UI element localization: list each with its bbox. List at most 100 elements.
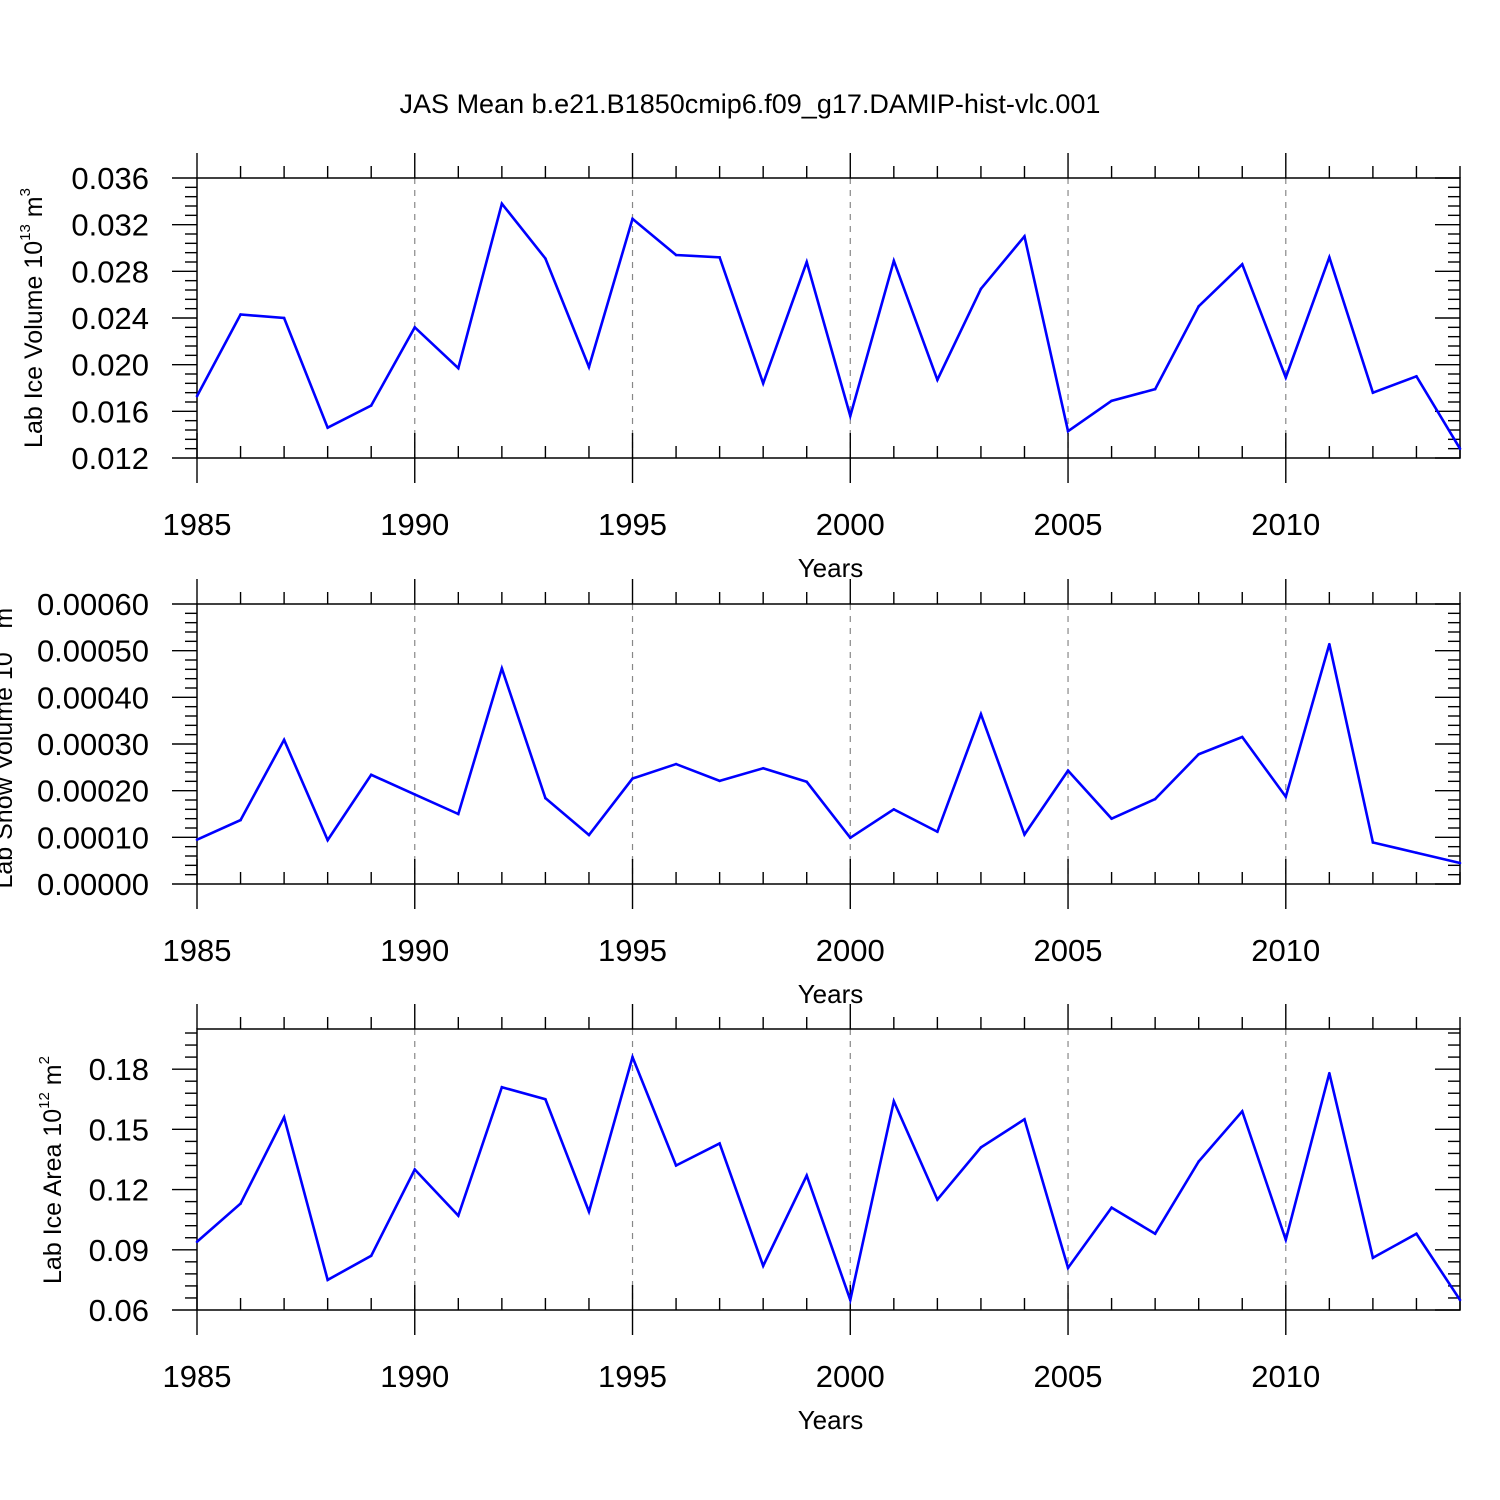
data-point [369, 1254, 373, 1258]
data-point [674, 1164, 678, 1167]
y-axis-label-unit-exp: 3 [0, 599, 4, 607]
data-point [282, 316, 286, 320]
data-point [805, 260, 809, 264]
y-axis-label-text: Lab Snow Volume 10 [0, 652, 18, 888]
data-point [1110, 817, 1113, 820]
data-point [1153, 797, 1157, 801]
data-point [979, 287, 983, 291]
data-point [587, 365, 591, 369]
data-point [1066, 1266, 1070, 1270]
x-tick-label: 2005 [1034, 507, 1103, 542]
data-point [761, 766, 765, 770]
data-point [979, 1146, 983, 1149]
x-tick-label: 1990 [380, 1359, 449, 1394]
panel-snow-volume: 0.00000 0.00010 0.00020 0.00030 0.00040 0.000… [0, 579, 1462, 1009]
data-point [761, 1264, 765, 1268]
data-point [239, 1202, 242, 1205]
data-point [1328, 642, 1331, 646]
data-point [1458, 861, 1462, 865]
x-tick-label: 1995 [598, 507, 667, 542]
y-axis-label-unit: m [0, 608, 18, 636]
y-axis-label: Lab Ice Volume 1013 m3 [17, 188, 48, 448]
figure-title: JAS Mean b.e21.B1850cmip6.f09_g17.DAMIP-… [400, 89, 1101, 119]
y-tick-label: 0.00040 [37, 680, 149, 715]
data-point [1415, 1232, 1418, 1236]
x-tick-label: 1990 [380, 507, 449, 542]
y-tick-label: 0.024 [71, 301, 149, 336]
data-point [1066, 769, 1070, 772]
data-point [936, 1198, 939, 1201]
data-point [500, 202, 504, 205]
data-point [1197, 752, 1200, 756]
data-point [1197, 1160, 1200, 1163]
data-point [1328, 1071, 1331, 1075]
x-tick-label: 1995 [598, 1359, 667, 1394]
data-point [1371, 391, 1375, 394]
y-axis-label-text: Lab Ice Volume 10 [20, 241, 48, 448]
x-tick-label: 2010 [1251, 507, 1320, 542]
y-tick-label: 0.15 [89, 1112, 149, 1147]
data-point [1284, 376, 1288, 379]
data-point [500, 667, 504, 670]
data-point [805, 780, 809, 784]
data-point [1328, 256, 1331, 259]
data-point [457, 812, 460, 816]
x-tick-label: 1985 [163, 507, 232, 542]
y-tick-label: 0.12 [89, 1173, 149, 1208]
plot-frame [196, 603, 1461, 885]
y-axis-label-group: Lab Snow Volume 1013 m3 [0, 599, 18, 888]
data-point [1371, 841, 1375, 844]
data-point [239, 818, 242, 822]
data-point [544, 796, 547, 800]
data-point [282, 738, 286, 742]
x-axis-label: Years [798, 1405, 864, 1435]
data-point [457, 1214, 460, 1217]
panel-ice-volume: 0.012 0.016 0.020 0.024 0.028 0.032 0.036 1985 1… [17, 153, 1462, 583]
y-axis-label-unit: m [20, 196, 48, 224]
data-point [1415, 851, 1418, 855]
y-tick-label: 0.00060 [37, 587, 149, 622]
data-point [282, 1116, 286, 1119]
plot-frame [196, 177, 1461, 459]
x-tick-label: 1985 [163, 1359, 232, 1394]
data-point [195, 838, 199, 841]
data-point [848, 1298, 852, 1302]
data-point [1110, 1206, 1113, 1209]
data-point [1153, 1232, 1157, 1236]
data-point [936, 378, 939, 382]
data-point [892, 1099, 896, 1103]
y-axis-label-unit-exp: 2 [36, 1056, 53, 1064]
data-point [718, 1142, 721, 1145]
data-point [1240, 263, 1244, 266]
y-tick-label: 0.00030 [37, 727, 149, 762]
data-point [195, 394, 199, 398]
y-axis-label: Lab Ice Area 1012 m2 [36, 1056, 67, 1284]
data-point [718, 256, 721, 259]
data-point [544, 257, 547, 260]
data-point [326, 426, 329, 429]
data-point [892, 808, 896, 811]
data-point [500, 1085, 504, 1089]
y-tick-label: 0.18 [89, 1052, 149, 1087]
y-tick-label: 0.06 [89, 1293, 149, 1328]
x-tick-label: 2010 [1251, 933, 1320, 968]
y-tick-label: 0.028 [71, 254, 149, 289]
y-tick-label: 0.036 [71, 161, 149, 196]
data-point [631, 777, 634, 780]
x-tick-label: 1995 [598, 933, 667, 968]
y-axis-label-exp: 12 [36, 1092, 53, 1109]
y-axis-label-exp: 13 [17, 224, 34, 241]
panels: 0.012 0.016 0.020 0.024 0.028 0.032 0.036 1985 1… [0, 153, 1462, 1435]
y-axis-label-text: Lab Ice Area 10 [39, 1109, 67, 1284]
y-tick-label: 0.09 [89, 1233, 149, 1268]
data-point [369, 404, 373, 407]
x-tick-label: 1990 [380, 933, 449, 968]
data-point [1415, 375, 1418, 378]
data-point [413, 793, 417, 796]
data-point [631, 1055, 634, 1059]
data-point [1023, 235, 1026, 238]
data-point [369, 773, 373, 777]
y-tick-label: 0.016 [71, 394, 149, 429]
y-tick-label: 0.00050 [37, 634, 149, 669]
